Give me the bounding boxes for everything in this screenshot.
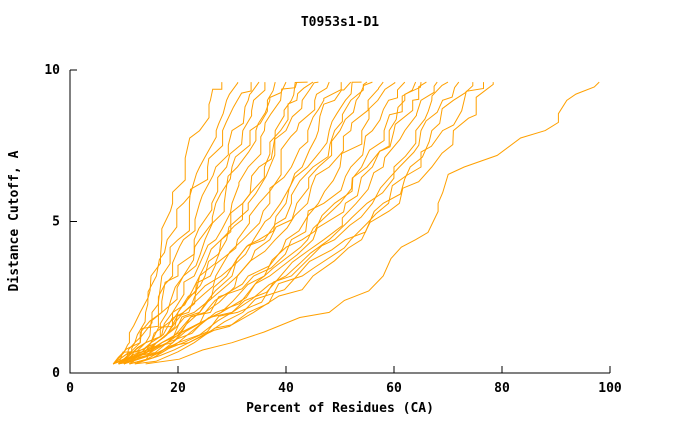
model-curve — [118, 82, 422, 365]
model-curve — [123, 81, 330, 365]
x-ticks-group: 0 20 40 60 80 100 — [66, 366, 622, 396]
model-curve — [113, 81, 384, 365]
model-curve — [112, 82, 239, 365]
model-curve — [113, 81, 314, 365]
model-curve — [118, 81, 368, 365]
model-curve — [123, 81, 406, 365]
y-tick-label: 0 — [52, 366, 60, 381]
y-tick-label: 5 — [52, 215, 60, 230]
x-tick-label: 80 — [494, 381, 510, 396]
model-curve — [129, 81, 460, 365]
model-curve — [118, 82, 266, 365]
model-curve — [123, 81, 308, 365]
model-curve — [123, 81, 362, 365]
model-curve — [123, 81, 276, 365]
model-curve — [129, 82, 484, 365]
model-curve — [112, 82, 342, 365]
x-tick-label: 20 — [170, 381, 186, 396]
x-tick-label: 0 — [66, 381, 74, 396]
x-tick-label: 40 — [278, 381, 294, 396]
model-curve — [123, 81, 427, 365]
model-curve — [145, 81, 600, 365]
model-curve — [134, 82, 494, 365]
y-ticks-group: 0 5 10 — [44, 63, 77, 381]
model-curve — [112, 82, 223, 365]
y-tick-label: 10 — [44, 63, 60, 78]
curves-group — [112, 81, 600, 365]
x-tick-label: 60 — [386, 381, 402, 396]
chart-title: T0953s1-D1 — [301, 15, 379, 30]
x-axis-label: Percent of Residues (CA) — [246, 401, 434, 416]
model-curve — [118, 81, 352, 365]
model-curve — [129, 81, 438, 365]
model-curve — [118, 81, 319, 365]
y-axis-label: Distance Cutoff, A — [7, 150, 22, 291]
x-tick-label: 100 — [598, 381, 622, 396]
model-curve — [123, 81, 449, 365]
model-curve — [118, 82, 252, 365]
model-curve — [118, 81, 298, 365]
model-curve — [112, 81, 287, 365]
model-curve — [134, 82, 474, 365]
model-curve — [118, 82, 396, 365]
